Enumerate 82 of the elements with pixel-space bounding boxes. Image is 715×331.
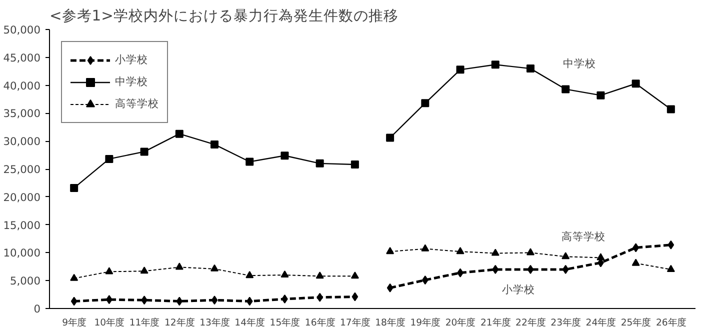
point bbox=[246, 158, 254, 166]
point bbox=[140, 148, 148, 156]
x-tick-label: 20年度 bbox=[445, 318, 476, 328]
x-tick-label: 11年度 bbox=[129, 318, 160, 328]
x-tick-label: 25年度 bbox=[620, 318, 651, 328]
point bbox=[492, 264, 499, 274]
x-tick-label: 12年度 bbox=[164, 318, 194, 328]
point bbox=[70, 274, 78, 281]
point bbox=[70, 296, 78, 306]
point bbox=[246, 296, 253, 306]
x-tick-label: 13年度 bbox=[200, 318, 230, 328]
point bbox=[105, 267, 114, 274]
x-tick-label: 21年度 bbox=[480, 318, 510, 328]
point bbox=[386, 247, 394, 254]
point bbox=[105, 154, 114, 163]
point bbox=[316, 159, 324, 168]
chart-title: <参考1>学校内外における暴力行為発生件数の推移 bbox=[50, 8, 398, 24]
point bbox=[176, 296, 183, 306]
point bbox=[526, 64, 534, 73]
point bbox=[175, 262, 184, 270]
point bbox=[280, 152, 289, 160]
point bbox=[316, 292, 324, 302]
y-tick-label: 45,000 bbox=[3, 51, 41, 64]
x-tick-label: 23年度 bbox=[550, 318, 581, 328]
point bbox=[421, 244, 430, 252]
point bbox=[350, 160, 359, 169]
x-tick-label: 18年度 bbox=[375, 318, 405, 328]
point bbox=[280, 270, 289, 278]
point bbox=[422, 276, 428, 285]
point bbox=[316, 272, 324, 279]
point bbox=[562, 85, 570, 94]
y-tick-label: 5,000 bbox=[10, 274, 41, 288]
point bbox=[386, 134, 394, 142]
y-tick-label: 35,000 bbox=[3, 107, 41, 120]
y-tick-label: 10,000 bbox=[3, 246, 41, 260]
x-tick-label: 19年度 bbox=[410, 318, 440, 328]
annotation: 中学校 bbox=[563, 57, 596, 70]
point bbox=[491, 248, 500, 256]
point bbox=[456, 247, 464, 254]
point bbox=[527, 264, 534, 274]
legend-label: 中学校 bbox=[115, 75, 148, 89]
point bbox=[210, 140, 219, 148]
point bbox=[140, 266, 148, 274]
point bbox=[386, 283, 394, 292]
point bbox=[175, 130, 184, 138]
annotation: 小学校 bbox=[502, 283, 535, 296]
x-tick-label: 9年度 bbox=[62, 318, 86, 328]
point bbox=[596, 253, 605, 260]
x-tick-label: 14年度 bbox=[234, 318, 265, 328]
legend-label: 小学校 bbox=[115, 53, 148, 67]
point bbox=[526, 248, 534, 256]
x-tick-label: 24年度 bbox=[586, 318, 616, 328]
x-tick-label: 26年度 bbox=[656, 318, 686, 328]
y-tick-label: 15,000 bbox=[3, 218, 41, 232]
point bbox=[246, 271, 254, 278]
point bbox=[210, 264, 219, 272]
point bbox=[666, 105, 675, 114]
point bbox=[456, 66, 464, 74]
y-tick-label: 50,000 bbox=[3, 24, 41, 36]
point bbox=[352, 292, 358, 302]
point bbox=[211, 296, 218, 305]
x-tick-label: 22年度 bbox=[516, 318, 546, 328]
y-tick-label: 20,000 bbox=[3, 190, 41, 204]
y-tick-label: 0 bbox=[34, 302, 41, 316]
y-tick-label: 30,000 bbox=[3, 135, 41, 148]
y-tick-label: 25,000 bbox=[3, 163, 41, 176]
point bbox=[350, 272, 359, 279]
point bbox=[562, 252, 570, 260]
point bbox=[70, 184, 78, 192]
point bbox=[668, 240, 674, 250]
x-tick-label: 16年度 bbox=[304, 318, 335, 328]
x-tick-label: 10年度 bbox=[94, 318, 124, 328]
point bbox=[562, 264, 569, 274]
point bbox=[491, 60, 500, 69]
y-tick-label: 40,000 bbox=[3, 79, 41, 92]
x-tick-label: 17年度 bbox=[340, 318, 370, 328]
legend-label: 高等学校 bbox=[115, 97, 159, 111]
point bbox=[632, 80, 640, 88]
point bbox=[421, 99, 430, 108]
x-tick-label: 15年度 bbox=[270, 318, 300, 328]
annotation: 高等学校 bbox=[562, 230, 606, 243]
point bbox=[596, 91, 605, 100]
